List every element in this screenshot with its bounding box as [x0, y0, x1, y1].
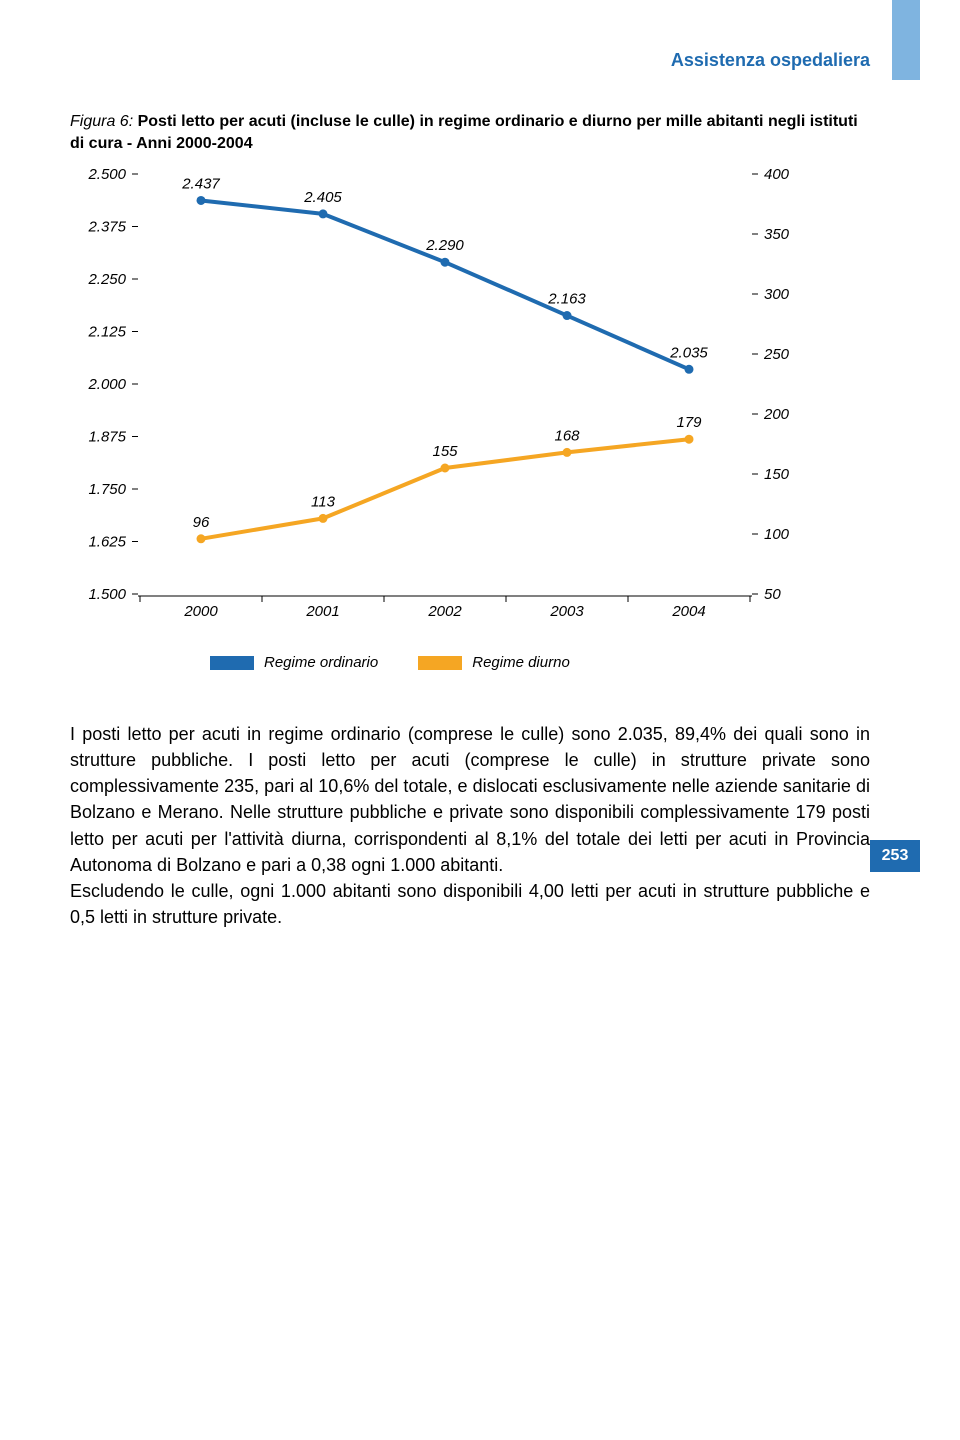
side-tab-decoration [892, 0, 920, 80]
svg-text:2.375: 2.375 [87, 219, 126, 236]
svg-text:113: 113 [311, 494, 336, 511]
legend-item: Regime ordinario [210, 654, 378, 671]
svg-text:300: 300 [764, 286, 790, 303]
dual-axis-line-chart: 1.500 1.625 1.750 1.875 2.000 2.125 2.250 2.375… [70, 164, 830, 644]
svg-text:1.500: 1.500 [88, 586, 126, 603]
svg-text:2.405: 2.405 [303, 189, 342, 206]
svg-text:100: 100 [764, 526, 790, 543]
svg-text:2.000: 2.000 [87, 376, 126, 393]
svg-text:50: 50 [764, 586, 781, 603]
svg-text:200: 200 [763, 406, 790, 423]
svg-text:1.750: 1.750 [88, 481, 126, 498]
figure-label: Figura 6: [70, 113, 133, 130]
svg-text:96: 96 [193, 514, 210, 531]
svg-text:150: 150 [764, 466, 790, 483]
svg-text:1.625: 1.625 [88, 534, 126, 551]
page-content: Assistenza ospedaliera Figura 6: Posti l… [0, 0, 960, 980]
page-number-badge: 253 [870, 840, 920, 872]
svg-text:1.875: 1.875 [88, 429, 126, 446]
section-header: Assistenza ospedaliera [70, 50, 870, 71]
svg-text:400: 400 [764, 166, 790, 183]
svg-text:2004: 2004 [671, 603, 705, 620]
svg-text:2.290: 2.290 [425, 237, 464, 254]
svg-text:2001: 2001 [305, 603, 339, 620]
svg-text:250: 250 [763, 346, 790, 363]
svg-text:168: 168 [554, 428, 580, 445]
svg-text:179: 179 [676, 414, 702, 431]
svg-text:2003: 2003 [549, 603, 584, 620]
legend-item: Regime diurno [418, 654, 570, 671]
figure-title: Posti letto per acuti (incluse le culle)… [70, 113, 858, 152]
chart-legend: Regime ordinario Regime diurno [70, 654, 870, 671]
svg-text:2.437: 2.437 [181, 176, 220, 193]
svg-text:2.250: 2.250 [87, 271, 126, 288]
legend-label: Regime ordinario [264, 654, 378, 671]
svg-text:350: 350 [764, 226, 790, 243]
figure-caption: Figura 6: Posti letto per acuti (incluse… [70, 111, 870, 154]
legend-label: Regime diurno [472, 654, 570, 671]
svg-text:155: 155 [432, 443, 458, 460]
svg-text:2.125: 2.125 [87, 324, 126, 341]
svg-text:2.035: 2.035 [669, 344, 708, 361]
page-number: 253 [882, 847, 909, 865]
svg-text:2002: 2002 [427, 603, 462, 620]
svg-text:2.500: 2.500 [87, 166, 126, 183]
svg-text:2000: 2000 [183, 603, 218, 620]
svg-text:2.163: 2.163 [547, 291, 586, 308]
chart-container: 1.500 1.625 1.750 1.875 2.000 2.125 2.250 2.375… [70, 164, 830, 644]
body-paragraph: I posti letto per acuti in regime ordina… [70, 721, 870, 930]
legend-swatch [210, 656, 254, 670]
legend-swatch [418, 656, 462, 670]
